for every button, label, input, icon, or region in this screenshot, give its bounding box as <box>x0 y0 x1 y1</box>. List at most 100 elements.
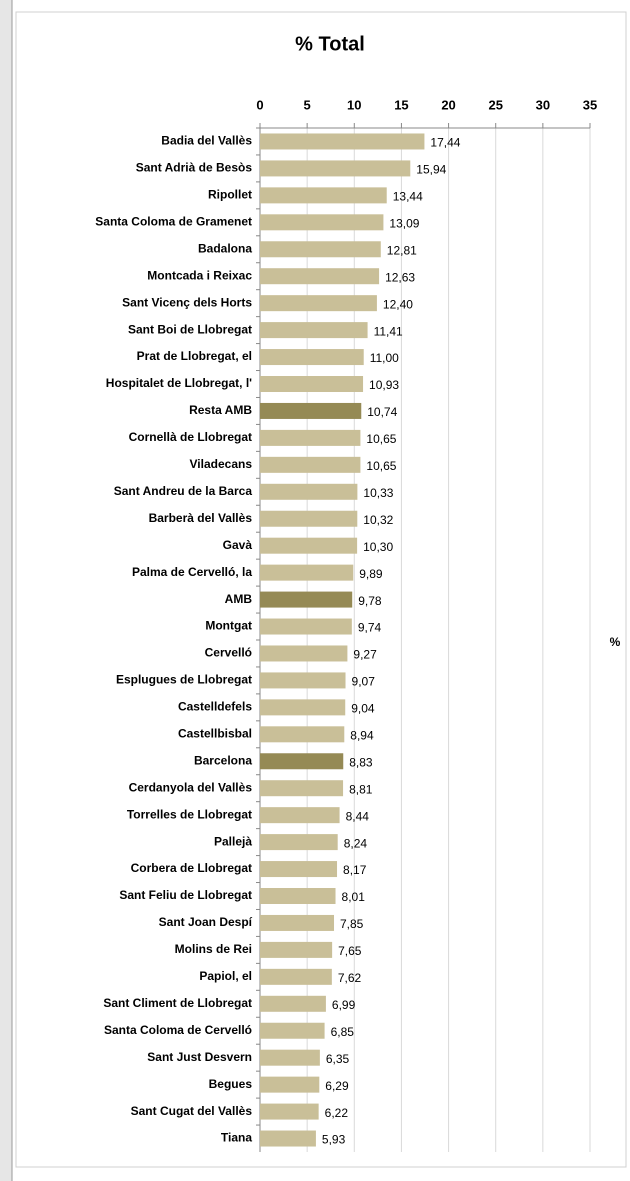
category-label: Barcelona <box>194 753 252 767</box>
x-tick-label: 20 <box>441 97 455 112</box>
value-label: 10,65 <box>366 459 396 473</box>
value-label: 9,78 <box>358 594 382 608</box>
legend-label: % <box>610 635 621 649</box>
value-label: 7,85 <box>340 917 364 931</box>
bar <box>260 241 381 258</box>
category-label: Sant Climent de Llobregat <box>103 996 252 1010</box>
category-label: AMB <box>225 592 253 606</box>
chart-frame <box>15 11 627 1168</box>
category-label: Resta AMB <box>189 403 252 417</box>
category-label: Sant Cugat del Vallès <box>131 1104 253 1118</box>
category-label: Sant Andreu de la Barca <box>114 484 253 498</box>
bar <box>260 834 338 851</box>
bar <box>260 753 344 770</box>
value-label: 11,00 <box>370 351 399 365</box>
bar <box>260 672 346 689</box>
bar <box>260 564 354 581</box>
value-label: 8,81 <box>349 782 373 796</box>
bar <box>260 1022 325 1039</box>
value-label: 9,04 <box>351 702 375 716</box>
x-tick-label: 35 <box>583 97 597 112</box>
bar <box>260 537 358 554</box>
bar <box>260 160 411 177</box>
category-label: Ripollet <box>208 188 252 202</box>
category-label: Sant Vicenç dels Horts <box>122 295 252 309</box>
value-label: 6,29 <box>325 1079 349 1093</box>
value-label: 8,24 <box>344 836 368 850</box>
value-label: 7,62 <box>338 971 362 985</box>
category-label: Badalona <box>198 241 252 255</box>
value-label: 10,30 <box>363 540 393 554</box>
bar <box>260 376 364 392</box>
bar <box>260 456 361 473</box>
value-label: 17,44 <box>430 136 460 150</box>
category-label: Barberà del Vallès <box>149 511 253 525</box>
x-tick-label: 30 <box>536 97 550 112</box>
category-label: Gavà <box>223 538 253 552</box>
value-label: 10,33 <box>363 486 393 500</box>
bar <box>260 483 358 500</box>
category-label: Santa Coloma de Gramenet <box>95 214 252 228</box>
category-label: Santa Coloma de Cervelló <box>104 1023 252 1037</box>
category-label: Cornellà de Llobregat <box>129 430 252 444</box>
bar <box>260 1049 320 1066</box>
category-label: Castelldefels <box>178 700 252 714</box>
bar <box>260 1076 320 1093</box>
x-tick-label: 10 <box>347 97 361 112</box>
chart-title: % Total <box>295 33 365 55</box>
value-label: 11,41 <box>374 324 403 338</box>
value-label: 12,40 <box>383 297 413 311</box>
value-label: 13,44 <box>393 190 423 204</box>
category-label: Esplugues de Llobregat <box>116 673 252 687</box>
bar <box>260 645 348 662</box>
category-label: Begues <box>209 1077 253 1091</box>
bar <box>260 322 368 339</box>
category-label: Molins de Rei <box>175 942 252 956</box>
category-label: Cerdanyola del Vallès <box>129 780 253 794</box>
value-label: 8,94 <box>350 728 374 742</box>
value-label: 6,35 <box>326 1052 350 1066</box>
bar <box>260 268 380 285</box>
category-label: Pallejà <box>214 834 252 848</box>
value-label: 10,93 <box>369 378 399 392</box>
left-margin <box>0 0 12 1181</box>
value-label: 10,65 <box>366 432 396 446</box>
bar <box>260 510 358 527</box>
x-tick-label: 0 <box>256 97 263 112</box>
category-label: Prat de Llobregat, el <box>137 349 252 363</box>
value-label: 8,44 <box>346 809 370 823</box>
value-label: 9,74 <box>358 621 382 635</box>
value-label: 8,83 <box>349 755 373 769</box>
value-label: 6,85 <box>331 1025 355 1039</box>
category-label: Montcada i Reixac <box>147 268 252 282</box>
category-label: Papiol, el <box>199 969 252 983</box>
x-tick-label: 15 <box>394 97 408 112</box>
category-label: Palma de Cervelló, la <box>132 565 252 579</box>
bar <box>260 1103 319 1120</box>
bar <box>260 618 352 635</box>
bar <box>260 780 344 797</box>
bar <box>260 187 387 204</box>
category-label: Sant Adrià de Besòs <box>136 161 253 175</box>
category-label: Badia del Vallès <box>161 134 252 148</box>
category-label: Sant Just Desvern <box>147 1050 252 1064</box>
bar <box>260 295 377 312</box>
value-label: 12,63 <box>385 270 415 284</box>
category-label: Montgat <box>205 619 252 633</box>
category-label: Tiana <box>221 1131 252 1145</box>
bar <box>260 402 362 419</box>
bar <box>260 995 326 1012</box>
value-label: 5,93 <box>322 1133 346 1147</box>
value-label: 12,81 <box>387 243 417 257</box>
bar <box>260 349 364 366</box>
bar <box>260 726 345 743</box>
value-label: 9,27 <box>353 648 377 662</box>
category-label: Viladecans <box>190 457 253 471</box>
value-label: 9,07 <box>352 675 376 689</box>
value-label: 9,89 <box>359 567 383 581</box>
category-label: Castellbisbal <box>178 726 252 740</box>
bar <box>260 807 340 824</box>
bar <box>260 429 361 446</box>
bar <box>260 861 338 878</box>
